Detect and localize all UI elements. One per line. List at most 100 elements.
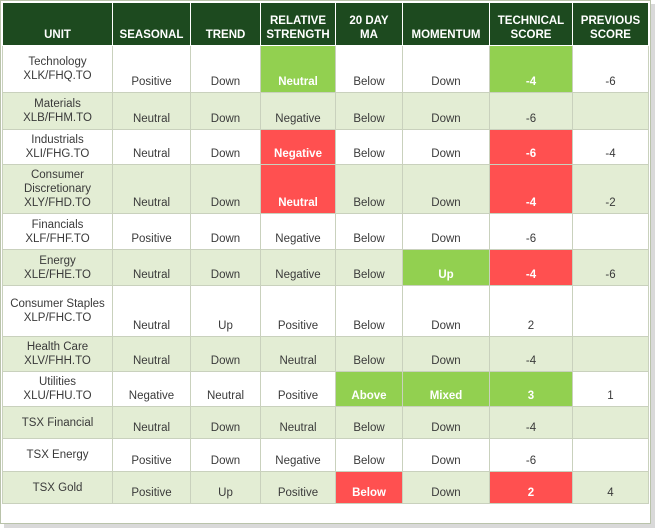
relative-strength-cell: Positive bbox=[260, 371, 336, 407]
momentum-cell: Down bbox=[402, 213, 490, 250]
momentum-cell: Mixed bbox=[402, 371, 490, 407]
trend-cell: Down bbox=[190, 406, 261, 439]
relative-strength-cell: Negative bbox=[260, 92, 336, 130]
table-row-tsx-gold: TSX Gold Positive Up Positive Below Down… bbox=[2, 471, 649, 504]
ma-cell: Below bbox=[335, 213, 403, 250]
trend-cell: Up bbox=[190, 285, 261, 337]
previous-score-cell: 1 bbox=[572, 371, 649, 407]
trend-cell: Down bbox=[190, 336, 261, 372]
header-row: UNIT SEASONAL TREND RELATIVE STRENGTH 20 … bbox=[2, 2, 649, 46]
ma-cell: Below bbox=[335, 249, 403, 286]
relative-strength-cell: Negative bbox=[260, 129, 336, 165]
seasonal-cell: Negative bbox=[112, 371, 191, 407]
header-relative-strength-line2: STRENGTH bbox=[266, 29, 330, 41]
table-row-financials: Financials XLF/FHF.TO Positive Down Negat… bbox=[2, 213, 649, 250]
trend-cell: Down bbox=[190, 438, 261, 472]
relative-strength-cell: Neutral bbox=[260, 164, 336, 214]
trend-cell: Down bbox=[190, 249, 261, 286]
unit-ticker: XLP/FHC.TO bbox=[23, 312, 92, 324]
seasonal-cell: Positive bbox=[112, 213, 191, 250]
seasonal-cell: Positive bbox=[112, 45, 191, 93]
header-technical-score-line2: SCORE bbox=[510, 29, 552, 41]
header-previous-score: PREVIOUS SCORE bbox=[572, 2, 649, 46]
unit-name: Consumer Staples bbox=[10, 298, 105, 310]
trend-cell: Down bbox=[190, 92, 261, 130]
header-technical-score-line1: TECHNICAL bbox=[497, 15, 565, 27]
previous-score-cell bbox=[572, 213, 649, 250]
header-momentum: MOMENTUM bbox=[402, 2, 490, 46]
ma-cell: Below bbox=[335, 471, 403, 504]
unit-cell: TSX Gold bbox=[2, 471, 113, 504]
previous-score-cell bbox=[572, 406, 649, 439]
seasonal-cell: Neutral bbox=[112, 406, 191, 439]
technical-score-cell: -4 bbox=[489, 406, 573, 439]
ma-cell: Below bbox=[335, 406, 403, 439]
unit-ticker: XLE/FHE.TO bbox=[24, 268, 91, 281]
unit-name: Utilities bbox=[38, 376, 77, 388]
relative-strength-cell: Positive bbox=[260, 471, 336, 504]
header-seasonal: SEASONAL bbox=[112, 2, 191, 46]
relative-strength-cell: Neutral bbox=[260, 45, 336, 93]
trend-cell: Down bbox=[190, 213, 261, 250]
ma-cell: Above bbox=[335, 371, 403, 407]
unit-name: TSX Gold bbox=[32, 481, 83, 494]
technical-score-cell: -4 bbox=[489, 164, 573, 214]
technical-score-cell: 2 bbox=[489, 471, 573, 504]
momentum-cell: Down bbox=[402, 471, 490, 504]
unit-name: Financials bbox=[31, 218, 84, 231]
unit-name: TSX Energy bbox=[26, 449, 89, 461]
technical-score-cell: 2 bbox=[489, 285, 573, 337]
header-relative-strength-line1: RELATIVE bbox=[269, 15, 326, 27]
unit-name: Consumer bbox=[30, 169, 85, 181]
relative-strength-cell: Negative bbox=[260, 249, 336, 286]
previous-score-cell bbox=[572, 336, 649, 372]
momentum-cell: Up bbox=[402, 249, 490, 286]
technical-score-cell: 3 bbox=[489, 371, 573, 407]
seasonal-cell: Neutral bbox=[112, 249, 191, 286]
unit-name: Technology bbox=[28, 56, 87, 68]
unit-name: Health Care bbox=[26, 341, 89, 353]
header-technical-score: TECHNICAL SCORE bbox=[489, 2, 573, 46]
momentum-cell: Down bbox=[402, 164, 490, 214]
ma-cell: Below bbox=[335, 92, 403, 130]
relative-strength-cell: Neutral bbox=[260, 406, 336, 439]
unit-ticker: XLK/FHQ.TO bbox=[23, 70, 92, 82]
unit-cell: Health Care XLV/FHH.TO bbox=[2, 336, 113, 372]
technical-scores-table: UNIT SEASONAL TREND RELATIVE STRENGTH 20 … bbox=[2, 2, 649, 504]
table-row-materials: Materials XLB/FHM.TO Neutral Down Negativ… bbox=[2, 92, 649, 130]
table-row-tsx-energy: TSX Energy Positive Down Negative Below … bbox=[2, 438, 649, 472]
table-row-utilities: Utilities XLU/FHU.TO Negative Neutral Pos… bbox=[2, 371, 649, 407]
unit-ticker: XLY/FHD.TO bbox=[24, 197, 91, 209]
frame-shadow-right bbox=[651, 4, 655, 528]
technical-score-cell: -6 bbox=[489, 92, 573, 130]
header-trend: TREND bbox=[190, 2, 261, 46]
seasonal-cell: Neutral bbox=[112, 129, 191, 165]
relative-strength-cell: Positive bbox=[260, 285, 336, 337]
unit-cell: TSX Financial bbox=[2, 406, 113, 439]
previous-score-cell: -6 bbox=[572, 45, 649, 93]
trend-cell: Down bbox=[190, 129, 261, 165]
unit-cell: Consumer Staples XLP/FHC.TO bbox=[2, 285, 113, 337]
technical-score-cell: -6 bbox=[489, 213, 573, 250]
ma-cell: Below bbox=[335, 285, 403, 337]
unit-cell: Industrials XLI/FHG.TO bbox=[2, 129, 113, 165]
unit-ticker: XLV/FHH.TO bbox=[24, 355, 91, 367]
ma-cell: Below bbox=[335, 164, 403, 214]
technical-score-cell: -4 bbox=[489, 249, 573, 286]
momentum-cell: Down bbox=[402, 285, 490, 337]
seasonal-cell: Neutral bbox=[112, 92, 191, 130]
table-row-health-care: Health Care XLV/FHH.TO Neutral Down Neutr… bbox=[2, 336, 649, 372]
momentum-cell: Down bbox=[402, 438, 490, 472]
ma-cell: Below bbox=[335, 336, 403, 372]
unit-ticker: XLI/FHG.TO bbox=[25, 148, 90, 160]
trend-cell: Neutral bbox=[190, 371, 261, 407]
header-20-day-ma: 20 DAY MA bbox=[335, 2, 403, 46]
unit-name: TSX Financial bbox=[21, 416, 94, 429]
unit-cell: Consumer Discretionary XLY/FHD.TO bbox=[2, 164, 113, 214]
technical-score-cell: -4 bbox=[489, 45, 573, 93]
seasonal-cell: Neutral bbox=[112, 285, 191, 337]
header-unit: UNIT bbox=[2, 2, 113, 46]
previous-score-cell bbox=[572, 285, 649, 337]
trend-cell: Up bbox=[190, 471, 261, 504]
relative-strength-cell: Negative bbox=[260, 213, 336, 250]
